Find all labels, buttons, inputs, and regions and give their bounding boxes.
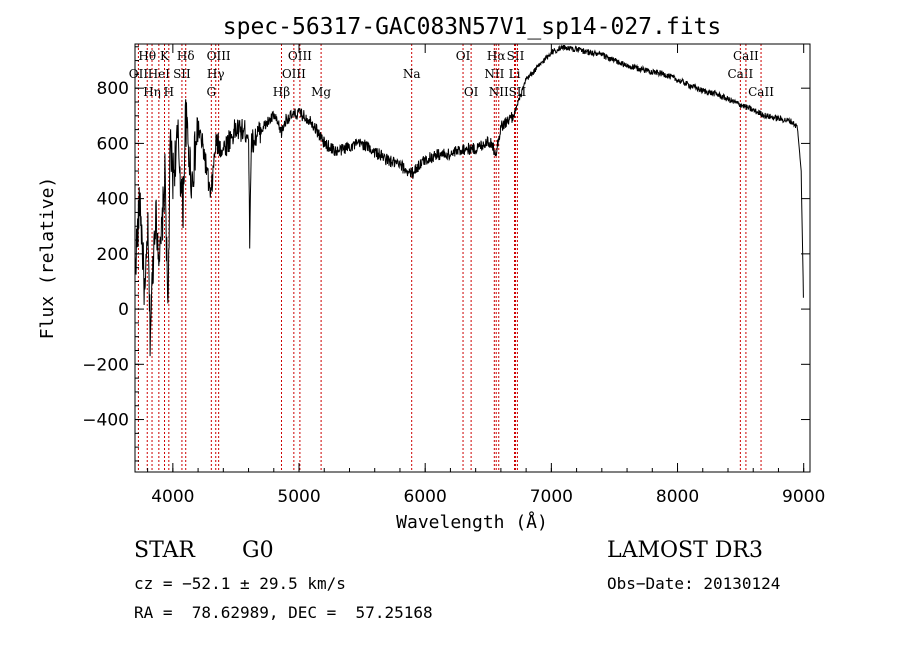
emission-line-label: OI	[456, 49, 471, 63]
emission-line-label: Hδ	[177, 49, 195, 63]
x-tick-label: 5000	[277, 487, 320, 507]
x-tick-label: 9000	[782, 487, 825, 507]
y-tick-label: 600	[97, 134, 129, 154]
emission-line-label: OI	[464, 85, 479, 99]
y-tick-label: 200	[97, 245, 129, 265]
emission-line-label: HeI	[148, 67, 171, 81]
emission-line-label: Mg	[311, 85, 331, 99]
emission-line-label: K	[160, 49, 170, 63]
spectrum-series	[134, 44, 804, 357]
emission-line-label: Hα	[487, 49, 506, 63]
x-tick-label: 6000	[404, 487, 447, 507]
chart-title: spec-56317-GAC083N57V1_sp14-027.fits	[223, 14, 722, 40]
y-tick-label: 800	[97, 79, 129, 99]
x-axis-label: Wavelength (Å)	[396, 511, 548, 533]
emission-line-label: CaII	[748, 85, 774, 99]
observation-date: Obs−Date: 20130124	[607, 574, 781, 593]
emission-line-label: Hβ	[273, 85, 290, 99]
axis-ticks: 4000 5000 6000 7000 8000 9000 −400 −200 0 200 400 6…	[82, 44, 825, 507]
emission-line-label: H	[164, 85, 174, 99]
x-tick-label: 4000	[151, 487, 194, 507]
emission-line-label: G	[207, 85, 217, 99]
emission-line-label: Na	[403, 67, 421, 81]
object-subclass: G0	[242, 538, 274, 563]
emission-line-label: SII	[173, 67, 191, 81]
emission-line-label: Hη	[143, 85, 161, 99]
emission-line-label: SII	[507, 49, 525, 63]
spectrum-line	[134, 44, 804, 357]
emission-line-label: Hθ	[138, 49, 156, 63]
x-tick-label: 7000	[530, 487, 573, 507]
redshift-velocity: cz = −52.1 ± 29.5 km/s	[134, 574, 346, 593]
y-tick-label: 0	[118, 300, 129, 320]
survey-name: LAMOST DR3	[607, 538, 763, 563]
y-axis-label: Flux (relative)	[37, 177, 58, 340]
x-tick-label: 8000	[656, 487, 699, 507]
object-class: STAR	[134, 538, 195, 563]
emission-line-label: CaII	[733, 49, 759, 63]
emission-line-label: Li	[509, 67, 521, 81]
plot-frame	[134, 43, 811, 473]
y-tick-label: −200	[82, 355, 129, 375]
y-tick-label: 400	[97, 190, 129, 210]
emission-line-label: OIII	[282, 67, 306, 81]
emission-line-label: NII	[489, 85, 509, 99]
emission-line-label: OIII	[207, 49, 231, 63]
emission-line-label: Hγ	[207, 67, 225, 81]
emission-line-label: OIII	[288, 49, 312, 63]
y-tick-label: −400	[82, 411, 129, 431]
emission-line-markers: OIIHθHηHeIKHSIIHδHγGOIIIHβOIIIOIIIMgNaOI…	[129, 44, 774, 472]
emission-line-label: NII	[484, 67, 504, 81]
emission-line-label: CaII	[727, 67, 753, 81]
coordinates: RA = 78.62989, DEC = 57.25168	[134, 603, 433, 622]
